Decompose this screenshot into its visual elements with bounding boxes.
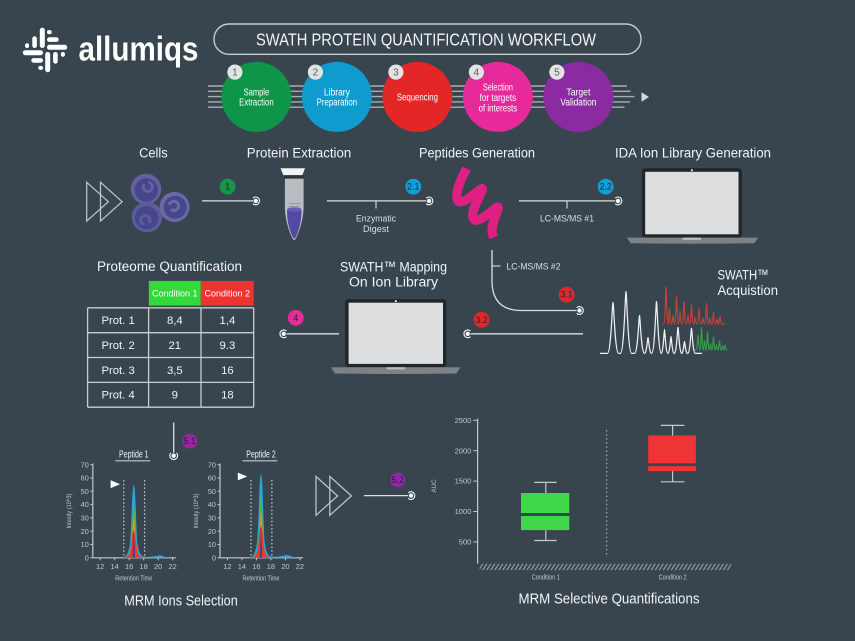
svg-text:70: 70	[208, 460, 216, 469]
svg-text:Preparation: Preparation	[317, 98, 358, 109]
svg-text:20: 20	[81, 527, 89, 536]
svg-text:Extraction: Extraction	[239, 98, 274, 109]
svg-text:12: 12	[96, 562, 104, 571]
svg-text:14: 14	[111, 562, 119, 571]
svg-text:500: 500	[459, 538, 472, 547]
svg-text:Proteome Quantification: Proteome Quantification	[97, 259, 242, 275]
svg-text:0: 0	[85, 553, 89, 562]
svg-text:16: 16	[252, 562, 260, 571]
svg-text:Peptide 2: Peptide 2	[246, 450, 276, 461]
svg-text:10: 10	[208, 540, 216, 549]
svg-text:60: 60	[208, 474, 216, 483]
svg-text:Validation: Validation	[560, 98, 596, 109]
svg-text:2: 2	[313, 68, 319, 79]
svg-text:Target: Target	[566, 87, 590, 98]
svg-text:9: 9	[172, 390, 178, 402]
svg-text:Protein Extraction: Protein Extraction	[247, 146, 351, 161]
svg-text:4: 4	[474, 68, 480, 79]
svg-text:1000: 1000	[455, 507, 472, 516]
svg-text:allumiqs: allumiqs	[79, 31, 199, 69]
svg-text:0: 0	[212, 553, 216, 562]
svg-text:5: 5	[554, 68, 560, 79]
svg-text:Prot. 2: Prot. 2	[101, 340, 134, 352]
svg-text:Enzymatic: Enzymatic	[356, 214, 396, 225]
svg-text:12: 12	[223, 562, 231, 571]
svg-text:LC-MS/MS #1: LC-MS/MS #1	[540, 214, 594, 225]
svg-text:Peptide 1: Peptide 1	[119, 450, 149, 461]
svg-text:9.3: 9.3	[220, 340, 236, 352]
svg-text:IDA Ion Library Generation: IDA Ion Library Generation	[615, 146, 771, 161]
svg-text:18: 18	[267, 562, 275, 571]
svg-text:50: 50	[208, 487, 216, 496]
svg-text:4: 4	[293, 313, 298, 323]
svg-text:3,5: 3,5	[167, 365, 183, 377]
svg-text:1: 1	[225, 182, 230, 193]
svg-text:MRM Selective Quantifications: MRM Selective Quantifications	[519, 592, 700, 608]
svg-text:1: 1	[232, 68, 238, 79]
svg-text:16: 16	[221, 365, 234, 377]
svg-text:Peptides Generation: Peptides Generation	[419, 146, 535, 161]
svg-text:3: 3	[393, 68, 399, 79]
svg-text:1,4: 1,4	[220, 315, 236, 327]
svg-text:40: 40	[81, 500, 89, 509]
svg-text:8,4: 8,4	[167, 315, 183, 327]
svg-text:2.2: 2.2	[600, 182, 612, 192]
svg-text:Cells: Cells	[139, 146, 168, 161]
svg-text:3.2: 3.2	[475, 315, 487, 325]
svg-text:40: 40	[208, 500, 216, 509]
svg-text:SWATH PROTEIN QUANTIFICATION W: SWATH PROTEIN QUANTIFICATION WORKFLOW	[256, 30, 596, 50]
svg-text:Digest: Digest	[363, 224, 389, 235]
svg-text:5.1: 5.1	[184, 436, 196, 446]
svg-text:22: 22	[169, 562, 177, 571]
svg-text:Retention Time: Retention Time	[115, 574, 152, 583]
svg-text:Intesity (10^3): Intesity (10^3)	[193, 494, 200, 529]
svg-text:2.1: 2.1	[407, 182, 419, 192]
svg-text:50: 50	[81, 487, 89, 496]
svg-text:Condition 2: Condition 2	[659, 575, 687, 582]
svg-text:60: 60	[81, 474, 89, 483]
svg-text:Intesity (10^3): Intesity (10^3)	[66, 494, 73, 529]
svg-text:16: 16	[125, 562, 133, 571]
svg-text:21: 21	[169, 340, 182, 352]
svg-text:30: 30	[81, 514, 89, 523]
svg-text:SWATH™: SWATH™	[718, 268, 769, 284]
svg-text:Sample: Sample	[244, 87, 270, 98]
svg-text:Sequencing: Sequencing	[397, 93, 438, 104]
svg-text:2000: 2000	[455, 446, 472, 455]
svg-text:Selection: Selection	[483, 83, 513, 94]
svg-text:Acquistion: Acquistion	[718, 283, 779, 299]
svg-text:Retention Time: Retention Time	[243, 574, 280, 583]
svg-text:18: 18	[221, 390, 234, 402]
svg-text:of interests: of interests	[479, 103, 518, 114]
svg-text:2500: 2500	[455, 416, 472, 425]
svg-text:10: 10	[81, 540, 89, 549]
svg-text:30: 30	[208, 514, 216, 523]
svg-text:22: 22	[296, 562, 304, 571]
svg-text:5.2: 5.2	[392, 475, 404, 485]
svg-text:20: 20	[281, 562, 289, 571]
svg-text:LC-MS/MS #2: LC-MS/MS #2	[507, 261, 561, 272]
svg-text:Prot. 3: Prot. 3	[101, 365, 134, 377]
svg-text:14: 14	[238, 562, 246, 571]
svg-text:Condition 1: Condition 1	[152, 289, 198, 300]
svg-text:Condition 1: Condition 1	[532, 575, 560, 582]
svg-text:Condition 2: Condition 2	[205, 289, 251, 300]
svg-text:Prot. 1: Prot. 1	[101, 315, 134, 327]
svg-text:1500: 1500	[455, 477, 472, 486]
svg-text:for targets: for targets	[480, 93, 517, 104]
svg-text:70: 70	[81, 460, 89, 469]
svg-text:MRM Ions Selection: MRM Ions Selection	[124, 594, 238, 610]
svg-text:Library: Library	[324, 87, 350, 98]
svg-text:Prot. 4: Prot. 4	[101, 390, 134, 402]
svg-text:SWATH™ Mapping: SWATH™ Mapping	[340, 260, 447, 276]
svg-text:On Ion Library: On Ion Library	[349, 275, 439, 291]
svg-text:18: 18	[140, 562, 148, 571]
svg-text:20: 20	[208, 527, 216, 536]
svg-text:3.1: 3.1	[560, 290, 572, 300]
svg-text:AUC: AUC	[431, 479, 438, 493]
svg-text:20: 20	[154, 562, 162, 571]
